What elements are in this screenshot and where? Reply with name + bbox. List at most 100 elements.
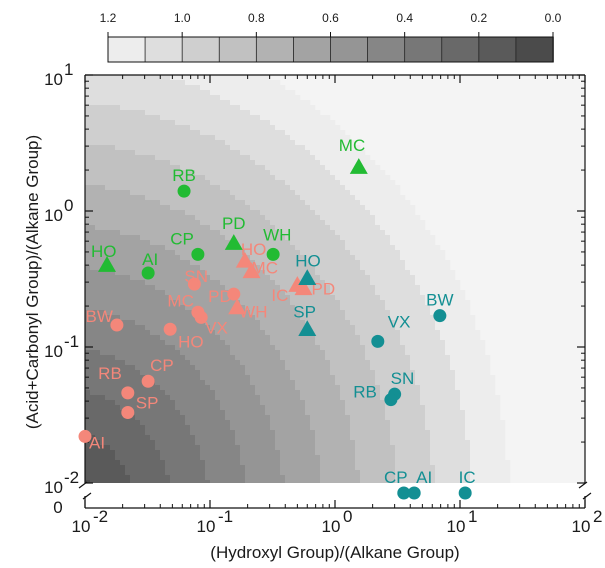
contour-cell bbox=[110, 390, 116, 396]
contour-cell bbox=[350, 345, 356, 351]
contour-cell bbox=[210, 405, 216, 411]
contour-cell bbox=[85, 275, 91, 281]
contour-cell bbox=[215, 105, 221, 111]
contour-cell bbox=[425, 365, 431, 371]
contour-cell bbox=[295, 240, 301, 246]
contour-cell bbox=[135, 160, 141, 166]
contour-cell bbox=[170, 95, 176, 101]
contour-cell bbox=[295, 255, 301, 261]
contour-cell bbox=[180, 235, 186, 241]
contour-cell bbox=[380, 375, 386, 381]
contour-cell bbox=[465, 335, 471, 341]
contour-cell bbox=[290, 340, 296, 346]
contour-cell bbox=[315, 395, 321, 401]
contour-cell bbox=[285, 200, 291, 206]
contour-cell bbox=[275, 190, 281, 196]
contour-cell bbox=[430, 355, 436, 361]
contour-cell bbox=[280, 200, 286, 206]
contour-cell bbox=[170, 175, 176, 181]
contour-cell bbox=[365, 220, 371, 226]
contour-cell bbox=[410, 400, 416, 406]
contour-cell bbox=[460, 415, 466, 421]
contour-cell bbox=[365, 250, 371, 256]
contour-cell bbox=[175, 115, 181, 121]
contour-cell bbox=[185, 290, 191, 296]
contour-cell bbox=[380, 430, 386, 436]
contour-cell bbox=[95, 300, 101, 306]
contour-cell bbox=[130, 320, 136, 326]
contour-cell bbox=[160, 270, 166, 276]
contour-cell bbox=[495, 410, 501, 416]
contour-cell bbox=[260, 360, 266, 366]
contour-cell bbox=[270, 315, 276, 321]
contour-cell bbox=[325, 130, 331, 136]
contour-cell bbox=[135, 130, 141, 136]
contour-cell bbox=[330, 365, 336, 371]
contour-cell bbox=[335, 420, 341, 426]
contour-cell bbox=[275, 265, 281, 271]
contour-cell bbox=[280, 225, 286, 231]
contour-cell bbox=[115, 210, 121, 216]
contour-cell bbox=[415, 235, 421, 241]
contour-cell bbox=[150, 85, 156, 91]
contour-cell bbox=[185, 100, 191, 106]
contour-cell bbox=[95, 435, 101, 441]
contour-cell bbox=[365, 270, 371, 276]
contour-cell bbox=[345, 340, 351, 346]
contour-cell bbox=[270, 370, 276, 376]
contour-cell bbox=[245, 200, 251, 206]
contour-cell bbox=[345, 260, 351, 266]
contour-cell bbox=[320, 325, 326, 331]
contour-cell bbox=[345, 210, 351, 216]
contour-cell bbox=[305, 415, 311, 421]
contour-cell bbox=[385, 245, 391, 251]
contour-cell bbox=[470, 415, 476, 421]
contour-cell bbox=[220, 360, 226, 366]
contour-cell bbox=[150, 125, 156, 131]
contour-cell bbox=[305, 135, 311, 141]
contour-cell bbox=[145, 155, 151, 161]
contour-cell bbox=[335, 335, 341, 341]
contour-cell bbox=[215, 310, 221, 316]
contour-cell bbox=[125, 270, 131, 276]
contour-cell bbox=[165, 375, 171, 381]
contour-cell bbox=[115, 425, 121, 431]
contour-cell bbox=[95, 250, 101, 256]
contour-cell bbox=[225, 335, 231, 341]
contour-cell bbox=[155, 280, 161, 286]
contour-cell bbox=[310, 295, 316, 301]
contour-cell bbox=[495, 430, 501, 436]
contour-cell bbox=[170, 185, 176, 191]
contour-cell bbox=[455, 295, 461, 301]
contour-cell bbox=[85, 345, 91, 351]
contour-cell bbox=[405, 210, 411, 216]
contour-cell bbox=[290, 185, 296, 191]
contour-cell bbox=[230, 160, 236, 166]
contour-cell bbox=[405, 430, 411, 436]
contour-cell bbox=[90, 285, 96, 291]
contour-cell bbox=[225, 275, 231, 281]
contour-cell bbox=[205, 350, 211, 356]
contour-cell bbox=[150, 335, 156, 341]
contour-cell bbox=[455, 330, 461, 336]
contour-cell bbox=[280, 180, 286, 186]
contour-cell bbox=[305, 400, 311, 406]
contour-cell bbox=[370, 385, 376, 391]
contour-cell bbox=[380, 285, 386, 291]
contour-cell bbox=[355, 365, 361, 371]
contour-cell bbox=[270, 415, 276, 421]
contour-cell bbox=[410, 345, 416, 351]
contour-cell bbox=[215, 165, 221, 171]
contour-cell bbox=[345, 145, 351, 151]
contour-cell bbox=[135, 305, 141, 311]
contour-cell bbox=[400, 315, 406, 321]
contour-cell bbox=[140, 175, 146, 181]
contour-cell bbox=[485, 375, 491, 381]
contour-cell bbox=[255, 380, 261, 386]
contour-cell bbox=[335, 145, 341, 151]
contour-cell bbox=[270, 385, 276, 391]
contour-cell bbox=[115, 185, 121, 191]
contour-cell bbox=[210, 175, 216, 181]
contour-cell bbox=[125, 130, 131, 136]
contour-cell bbox=[95, 145, 101, 151]
